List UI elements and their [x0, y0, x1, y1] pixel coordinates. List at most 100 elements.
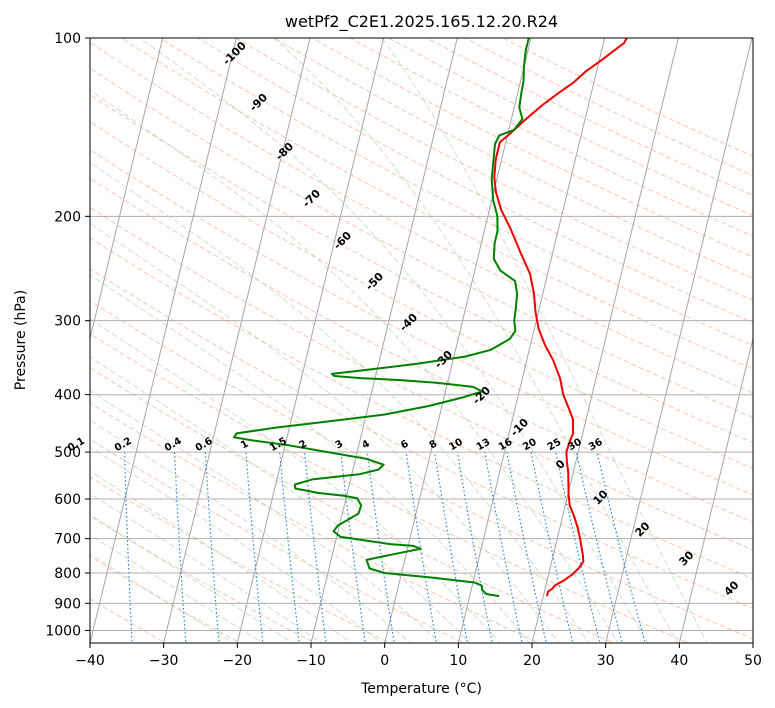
y-tick-label: 300	[54, 314, 81, 330]
mixing-ratio-label: 36	[587, 437, 605, 454]
mixing-ratio-label: 25	[546, 437, 564, 454]
mixing-ratio-label: 0.2	[113, 436, 134, 454]
mixing-ratio-line	[575, 451, 623, 643]
x-tick-label: 40	[670, 653, 688, 669]
moist-adiabat-line	[90, 419, 412, 643]
dry-adiabat-label: -30	[432, 348, 455, 371]
mixing-ratio-line	[279, 452, 300, 643]
dry-adiabat-line	[90, 333, 690, 643]
dry-adiabat-line	[90, 515, 316, 643]
dewpoint-profile-line	[233, 38, 530, 598]
x-axis-label: Temperature (°C)	[360, 681, 482, 697]
dry-adiabat-line	[464, 38, 753, 177]
moist-adiabat-line	[90, 356, 471, 643]
dry-adiabat-line	[350, 38, 753, 237]
mixing-ratio-label: 20	[521, 437, 539, 454]
dry-adiabat-label: -80	[273, 140, 296, 163]
moist-adiabat-line	[90, 470, 353, 643]
isotherm-line	[531, 38, 679, 643]
mixing-ratio-label: 0.6	[194, 436, 215, 454]
dry-adiabat-line	[90, 300, 753, 640]
moist-adiabat-line	[90, 446, 382, 643]
mixing-ratio-line	[78, 452, 82, 645]
dry-adiabat-line	[90, 149, 753, 496]
y-tick-label: 600	[54, 492, 81, 508]
dry-adiabat-line	[426, 38, 753, 196]
moist-adiabat-line	[90, 89, 619, 643]
dry-adiabat-line	[197, 38, 753, 324]
isotherm-line	[384, 38, 532, 643]
dry-adiabat-line	[90, 121, 753, 469]
mixing-ratio-label: 10	[447, 437, 465, 454]
dry-adiabat-line	[90, 402, 541, 643]
y-tick-label: 1000	[45, 623, 81, 639]
moist-adiabat-line	[90, 534, 264, 643]
mixing-ratio-label: 0.4	[163, 436, 184, 454]
temperature-profile-line	[493, 38, 628, 597]
dry-adiabat-label: -10	[508, 416, 531, 439]
mixing-ratio-label: 1	[239, 438, 251, 451]
dry-adiabat-line	[159, 38, 753, 347]
x-tick-label: −10	[296, 653, 326, 669]
y-axis-label: Pressure (hPa)	[13, 290, 29, 390]
dry-adiabat-line	[273, 38, 753, 279]
dry-adiabat-line	[90, 177, 753, 523]
isotherm-line	[605, 38, 753, 643]
dry-adiabat-label: 20	[633, 519, 653, 539]
axes: −40 −30 −20 −10 0 10 20 30 40 5010020030040050060…	[45, 31, 762, 669]
dry-adiabat-label: 40	[722, 578, 742, 598]
mixing-ratio-line	[555, 451, 601, 643]
mixing-ratio-line	[434, 452, 469, 643]
x-tick-label: 50	[744, 653, 762, 669]
x-tick-label: 30	[597, 653, 615, 669]
mixing-ratio-label: 6	[399, 438, 411, 451]
dry-adiabat-label: -50	[363, 270, 386, 293]
chart-title: wetPf2_C2E1.2025.165.12.20.R24	[285, 12, 558, 32]
dry-adiabat-label: -60	[331, 229, 354, 252]
moist-adiabat-line	[381, 38, 708, 643]
dry-adiabat-label: -70	[300, 187, 323, 210]
x-tick-label: 10	[449, 653, 467, 669]
x-tick-label: 20	[523, 653, 541, 669]
background-lines	[78, 38, 753, 645]
moist-adiabat-line	[90, 318, 501, 643]
dry-adiabat-line	[90, 438, 466, 643]
mixing-ratio-label: 16	[497, 437, 515, 454]
y-tick-label: 500	[54, 445, 81, 461]
moist-adiabat-line	[90, 553, 234, 643]
x-tick-label: −40	[75, 653, 105, 669]
mixing-ratio-label: 1.5	[268, 436, 289, 454]
dry-adiabat-label: 30	[677, 548, 697, 568]
dry-adiabat-line	[235, 38, 753, 301]
mixing-ratio-line	[506, 452, 547, 643]
isotherm-line	[236, 38, 385, 643]
dry-adiabat-line	[90, 206, 753, 551]
moist-adiabat-line	[90, 222, 560, 643]
mixing-ratio-line	[456, 452, 493, 643]
y-tick-label: 100	[54, 31, 81, 47]
mixing-ratio-line	[405, 452, 437, 643]
plot-frame	[89, 37, 754, 644]
isotherm-line	[90, 38, 237, 643]
dry-adiabat-line	[90, 555, 242, 643]
y-tick-label: 900	[54, 596, 81, 612]
mixing-ratio-line	[484, 452, 523, 643]
profile-lines	[233, 38, 628, 598]
isotherm-line	[678, 336, 753, 643]
moist-adiabat-line	[90, 514, 293, 643]
dry-adiabat-line	[90, 268, 753, 609]
x-tick-label: −20	[223, 653, 253, 669]
dry-adiabat-line	[90, 237, 753, 580]
x-tick-label: −30	[149, 653, 179, 669]
moist-adiabat-line	[90, 161, 590, 643]
dry-adiabat-label: -90	[247, 91, 270, 114]
isotherm-line	[90, 38, 164, 341]
mixing-ratio-label: 3	[334, 438, 346, 451]
mixing-ratio-line	[366, 452, 395, 643]
mixing-ratio-line	[530, 451, 574, 643]
mixing-ratio-label: 4	[360, 438, 372, 451]
isotherm-line	[163, 38, 311, 643]
mixing-ratio-label: 8	[428, 438, 440, 451]
isotherm-line	[457, 38, 606, 643]
